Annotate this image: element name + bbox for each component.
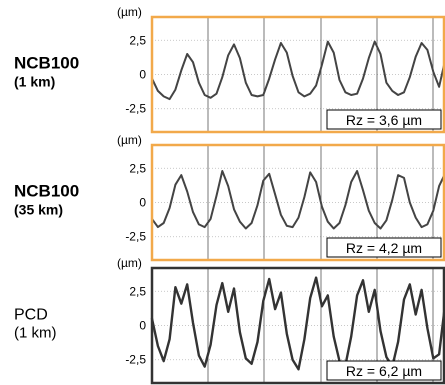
rz-box [326, 109, 442, 130]
row-label-main: NCB100 [14, 182, 79, 201]
series-line [151, 170, 445, 230]
series-line [150, 276, 445, 371]
row-label-sub: (35 km) [14, 202, 63, 218]
panel-border [150, 143, 445, 262]
y-tick-label: 2,5 [129, 33, 146, 47]
y-tick-label: 2,5 [129, 161, 146, 175]
y-tick-label: -2,5 [125, 353, 146, 367]
row-label-sub: (1 km) [14, 74, 55, 90]
y-tick-label: 0 [139, 319, 146, 333]
rz-annotation: Rz = 6,2 µm [346, 363, 422, 379]
rz-annotation: Rz = 3,6 µm [346, 112, 422, 128]
y-unit-label: (µm) [117, 256, 142, 270]
y-tick-label: 0 [139, 196, 146, 210]
series-line [151, 40, 445, 101]
y-tick-label: -2,5 [125, 230, 146, 244]
y-tick-label: 2,5 [129, 284, 146, 298]
row-label-main: PCD [14, 307, 48, 324]
panel-border [150, 266, 445, 385]
y-tick-label: 0 [139, 68, 146, 82]
rz-box [326, 237, 442, 258]
y-unit-label: (µm) [117, 5, 142, 19]
y-unit-label: (µm) [117, 133, 142, 147]
rz-box [326, 360, 442, 381]
y-tick-label: -2,5 [125, 102, 146, 116]
panel-border [150, 15, 445, 134]
rz-annotation: Rz = 4,2 µm [346, 240, 422, 256]
row-label-main: NCB100 [14, 54, 79, 73]
row-label-sub: (1 km) [14, 325, 57, 342]
